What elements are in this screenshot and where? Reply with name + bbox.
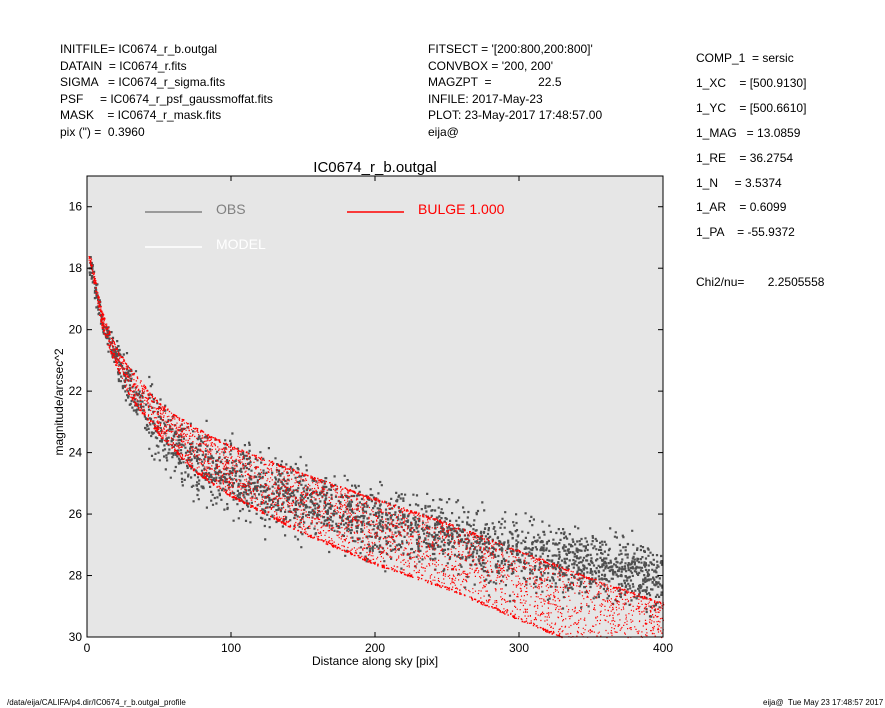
params-line: COMP_1 = sersic — [696, 51, 794, 65]
legend-group: OBS MODEL BULGE 1.000 — [145, 201, 505, 252]
y-tick-label: 16 — [69, 200, 83, 214]
header-left-line: PSF = IC0674_r_psf_gaussmoffat.fits — [60, 91, 273, 106]
x-tick-label: 300 — [509, 641, 529, 655]
footer-timestamp: eija@ Tue May 23 17:48:57 2017 — [763, 698, 884, 707]
header-left-line: INITFILE= IC0674_r_b.outgal — [60, 42, 218, 56]
footer-path: /data/eija/CALIFA/p4.dir/IC0674_r_b.outg… — [7, 698, 186, 707]
y-tick-label: 18 — [69, 261, 83, 275]
x-tick-label: 100 — [221, 641, 241, 655]
obs-data-points — [88, 256, 664, 618]
x-tick-label: 200 — [365, 641, 385, 655]
params-line: 1_PA = -55.9372 — [696, 225, 795, 240]
chart-title: IC0674_r_b.outgal — [313, 159, 436, 176]
x-tick-label: 0 — [84, 641, 91, 655]
header-middle-line: INFILE: 2017-May-23 — [428, 91, 543, 106]
params-line: 1_YC = [500.6610] — [696, 100, 807, 115]
header-middle-line: CONVBOX = '200, 200' — [428, 58, 553, 73]
y-tick-label: 24 — [69, 446, 83, 460]
y-tick-label: 30 — [69, 630, 83, 644]
header-left-line: DATAIN = IC0674_r.fits — [60, 58, 187, 73]
y-axis-label: magnitude/arcsec^2 — [52, 348, 66, 455]
chi2-value: Chi2/nu= 2.2505558 — [696, 275, 825, 289]
plot-area — [87, 176, 663, 637]
header-middle-line: MAGZPT = 22.5 — [428, 75, 562, 89]
params-line: 1_AR = 0.6099 — [696, 200, 787, 215]
header-left-line: SIGMA = IC0674_r_sigma.fits — [60, 75, 226, 89]
header-left-line: pix (") = 0.3960 — [60, 124, 145, 139]
params-line: 1_RE = 36.2754 — [696, 150, 794, 165]
y-tick-label: 20 — [69, 323, 83, 337]
legend-label-obs: OBS — [216, 201, 246, 217]
params-line: 1_N = 3.5374 — [696, 175, 782, 190]
params-line: 1_MAG = 13.0859 — [696, 125, 801, 140]
y-tick-label: 26 — [69, 507, 83, 521]
axes-group: 0 100 200 300 400 16 18 20 22 24 26 28 30 — [69, 175, 673, 655]
header-middle-line: eija@ — [428, 124, 459, 139]
y-tick-label: 28 — [69, 569, 83, 583]
obs-points-group — [88, 256, 664, 618]
params-line: 1_XC = [500.9130] — [696, 75, 807, 90]
header-middle-line: FITSECT = '[200:800,200:800]' — [428, 42, 593, 56]
y-tick-label: 22 — [69, 384, 83, 398]
x-tick-label: 400 — [653, 641, 673, 655]
legend-label-bulge: BULGE 1.000 — [418, 201, 505, 217]
header-middle-line: PLOT: 23-May-2017 17:48:57.00 — [428, 108, 603, 122]
header-left-line: MASK = IC0674_r_mask.fits — [60, 108, 222, 122]
legend-label-model: MODEL — [216, 236, 266, 252]
x-axis-label: Distance along sky [pix] — [312, 654, 438, 668]
